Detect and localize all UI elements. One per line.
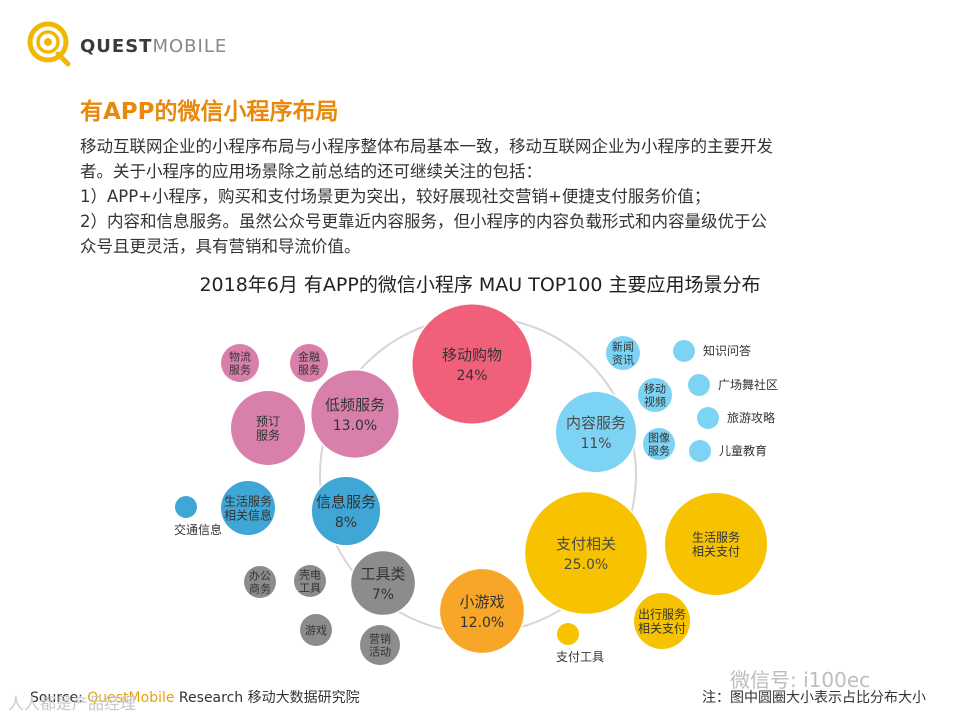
paragraph-line: 众号且更灵活，具有营销和导流价值。 [80,237,361,256]
bubble-支付相关 [523,490,649,616]
source-footer: Source: QuestMobile Research 移动大数据研究院 [30,690,360,706]
sub-bubble-广场舞社区 [688,374,710,396]
bubble-工具类 [349,549,417,617]
sub-bubble-壳电工具 [294,565,326,597]
bubble-value: 7% [372,587,394,603]
sub-bubble-label: 服务 [256,428,280,443]
sub-bubble-label: 生活服务 [224,494,272,509]
sub-bubble-营销活动 [360,625,400,665]
intro-paragraph: 移动互联网企业的小程序布局与小程序整体布局基本一致，移动互联网企业为小程序的主要… [80,134,880,259]
bubble-value: 8% [335,515,357,531]
sub-bubble-label: 金融 [298,350,320,364]
sub-bubble-金融服务 [290,344,328,382]
sub-bubble-label: 生活服务 [692,530,740,545]
sub-bubble-新闻资讯 [606,336,640,370]
paragraph-line: 者。关于小程序的应用场景除之前总结的还可继续关注的包括： [80,162,542,181]
sub-bubble-label: 营销 [369,632,391,646]
sub-bubble-label: 新闻 [612,340,634,354]
bubble-信息服务 [310,475,382,547]
questmobile-logo: QUESTMOBILE [22,18,226,68]
bubble-移动购物 [410,302,534,426]
sub-bubble-物流服务 [221,344,259,382]
sub-bubble-旅游攻略 [697,407,719,429]
sub-bubble-label: 儿童教育 [719,443,767,458]
watermark-left: 人人都是产品经理 [8,694,137,713]
sub-bubble-label: 出行服务 [638,607,686,622]
sub-bubble-办公商务 [244,566,276,598]
sub-bubble-label: 图像 [648,432,670,445]
sub-bubble-label: 支付工具 [556,650,604,664]
sub-bubble-label: 广场舞社区 [718,377,778,392]
bubble-label: 工具类 [360,565,405,583]
sub-bubble-label: 视频 [644,395,666,409]
sub-bubble-label: 资讯 [612,354,634,367]
sub-bubble-label: 物流 [229,350,251,364]
bubble-value: 11% [580,436,611,452]
bubble-label: 支付相关 [556,535,616,553]
sub-bubble-生活服务相关信息 [221,481,275,535]
sub-bubble-label: 服务 [648,445,670,458]
sub-bubble-儿童教育 [689,440,711,462]
sub-bubble-label: 移动 [644,383,666,396]
bubble-低频服务 [309,368,401,460]
sub-bubble-移动视频 [638,378,672,412]
paragraph-line: 移动互联网企业的小程序布局与小程序整体布局基本一致，移动互联网企业为小程序的主要… [80,137,773,156]
sub-bubble-支付工具 [557,623,579,645]
sub-bubble-label: 壳电 [299,568,321,582]
sub-bubble-label: 交通信息 [174,522,222,537]
watermark-right: 微信号: i100ec [730,668,871,692]
sub-bubble-label: 相关支付 [692,545,740,559]
bubble-label: 小游戏 [459,593,504,611]
chart-title: 2018年6月 有APP的微信小程序 MAU TOP100 主要应用场景分布 [199,274,761,296]
sub-bubble-label: 活动 [369,646,391,659]
sub-bubble-交通信息 [175,496,197,518]
sub-bubble-出行服务相关支付 [634,593,690,649]
paragraph-line: 2）内容和信息服务。虽然公众号更靠近内容服务，但小程序的内容负载形式和内容量级优… [80,212,767,231]
sub-bubble-label: 办公 [249,570,271,583]
bubble-value: 13.0% [333,418,377,434]
sub-bubble-label: 知识问答 [703,343,751,358]
bubble-label: 内容服务 [566,414,626,432]
sub-bubble-知识问答 [673,340,695,362]
sub-bubble-label: 游戏 [305,624,327,637]
bubble-label: 信息服务 [316,493,376,511]
bubble-value: 25.0% [564,557,608,573]
bubble-label: 低频服务 [325,396,385,414]
bubble-内容服务 [554,390,638,474]
sub-bubble-label: 工具 [299,582,321,595]
sub-bubble-label: 商务 [249,582,271,596]
bubble-value: 24% [456,368,487,384]
bubble-label: 移动购物 [442,346,502,364]
sub-bubble-label: 相关支付 [638,622,686,636]
sub-bubble-图像服务 [643,428,675,460]
sub-bubble-label: 旅游攻略 [727,410,775,425]
bubble-小游戏 [438,567,526,655]
sub-bubble-label: 预订 [256,415,280,429]
sub-bubble-label: 相关信息 [224,508,272,523]
bubble-value: 12.0% [460,615,504,631]
sub-bubble-label: 服务 [229,364,251,377]
sub-bubble-预订服务 [231,391,305,465]
questmobile-logo-icon [27,21,71,67]
sub-bubble-label: 服务 [298,364,320,377]
sub-bubble-游戏 [300,614,332,646]
sub-bubble-生活服务相关支付 [665,493,767,595]
page-heading: 有APP的微信小程序布局 [80,99,339,125]
logo-wordmark: QUESTMOBILE [80,36,228,57]
paragraph-line: 1）APP+小程序，购买和支付场景更为突出，较好展现社交营销+便捷支付服务价值； [80,187,711,206]
size-note: 注：图中圆圈大小表示占比分布大小 [702,690,926,706]
